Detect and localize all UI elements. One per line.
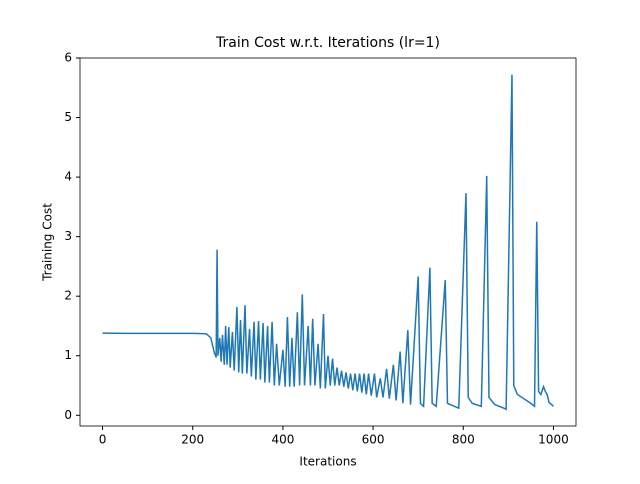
x-tick-label: 400 xyxy=(271,433,294,447)
chart-title: Train Cost w.r.t. Iterations (lr=1) xyxy=(215,35,440,51)
x-tick-label: 0 xyxy=(99,433,107,447)
x-tick-label: 1000 xyxy=(538,433,569,447)
x-axis-label: Iterations xyxy=(299,455,356,469)
y-tick-label: 2 xyxy=(64,289,72,303)
x-tick-label: 600 xyxy=(362,433,385,447)
y-tick-label: 6 xyxy=(64,51,72,65)
x-tick-label: 800 xyxy=(452,433,475,447)
y-tick-label: 3 xyxy=(64,229,72,243)
y-axis-label: Training Cost xyxy=(41,203,55,282)
plot-frame xyxy=(79,57,577,427)
y-tick-label: 0 xyxy=(64,408,72,422)
y-tick-label: 5 xyxy=(64,110,72,124)
x-tick-label: 200 xyxy=(181,433,204,447)
y-tick-label: 4 xyxy=(64,170,72,184)
y-tick-label: 1 xyxy=(64,348,72,362)
line-series xyxy=(102,74,554,411)
